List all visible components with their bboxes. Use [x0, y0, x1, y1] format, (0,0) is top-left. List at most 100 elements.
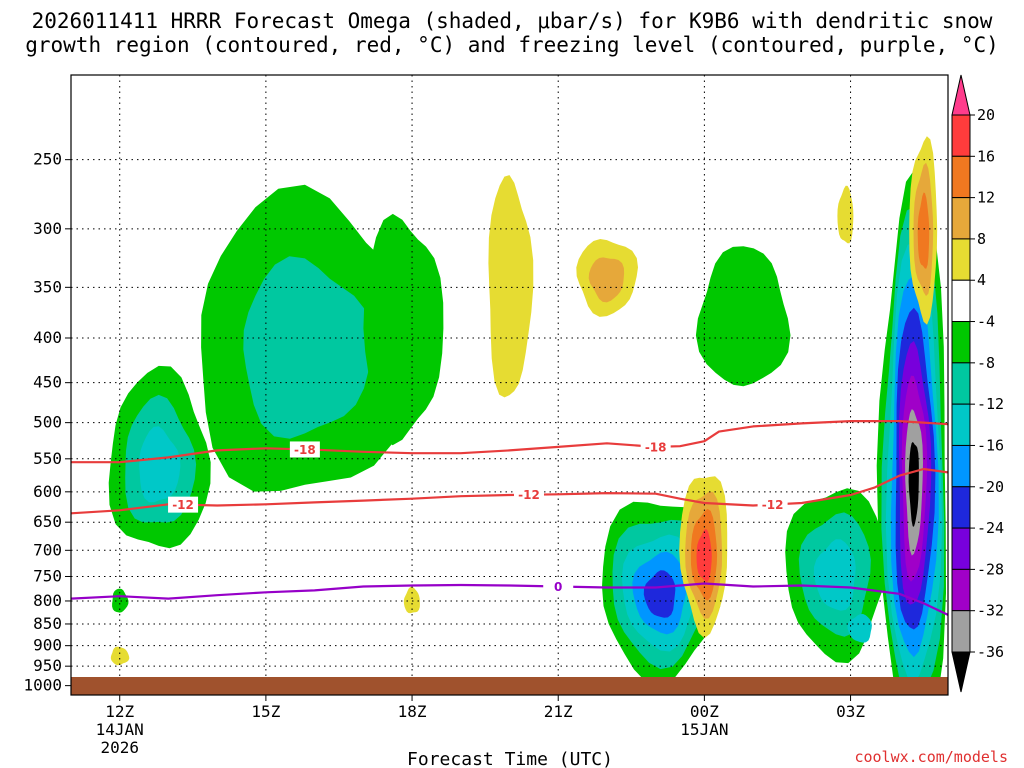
- y-tick-label: 550: [33, 449, 62, 468]
- x-tick-label: 18Z: [398, 702, 427, 721]
- omega-shading: [108, 136, 946, 695]
- colorbar-label: -36: [977, 643, 1004, 661]
- y-tick-label: 850: [33, 614, 62, 633]
- colorbar-label: 12: [977, 189, 995, 207]
- omega-contour-fill: [696, 529, 712, 583]
- colorbar-label: -8: [977, 354, 995, 372]
- colorbar-label: 8: [977, 230, 986, 248]
- colorbar-top-arrow: [951, 74, 971, 116]
- isotherm-label-bg: [757, 496, 788, 513]
- x-tick-label: 15JAN: [680, 720, 728, 739]
- isotherm-line--18: [71, 420, 948, 464]
- omega-contour-fill: [139, 426, 181, 503]
- isotherm-label: -12: [762, 498, 784, 512]
- y-tick-label: 500: [33, 413, 62, 432]
- isotherm-label-bg: [513, 486, 544, 503]
- y-tick-label: 350: [33, 277, 62, 296]
- ground-surface: [71, 677, 948, 695]
- isotherm-label-bg: [640, 438, 671, 455]
- omega-feature-ascent-core-8: [695, 246, 791, 387]
- omega-contour-fill: [243, 256, 372, 439]
- colorbar-bin: [951, 197, 971, 240]
- isotherm-line--12: [71, 467, 948, 515]
- omega-contour-fill: [908, 441, 919, 527]
- omega-contour-fill: [917, 192, 930, 269]
- colorbar-bin: [951, 238, 971, 281]
- colorbar-bin: [951, 114, 971, 157]
- omega-contour-fill: [488, 175, 534, 398]
- y-tick-label: 700: [33, 540, 62, 559]
- isotherm-label-bg: [289, 441, 320, 458]
- y-tick-label: 250: [33, 150, 62, 169]
- colorbar-label: -20: [977, 478, 1004, 496]
- omega-contour-fill: [588, 257, 625, 303]
- omega-contour-fill: [695, 246, 791, 387]
- omega-feature-subsidence-2: [576, 239, 638, 317]
- isotherm-label: -12: [518, 488, 540, 502]
- colorbar: 20 16 12 8 4 -4 -8 -12 -16 -20 -24 -28 -32 -36: [951, 74, 1004, 693]
- x-axis-title: Forecast Time (UTC): [407, 749, 613, 768]
- omega-feature-subsidence-6: [403, 586, 420, 614]
- omega-feature-subsidence-3: [679, 476, 728, 639]
- omega-feature-ascent-core-6: [847, 614, 872, 643]
- colorbar-label: -28: [977, 560, 1004, 578]
- x-tick-label: 15Z: [251, 702, 280, 721]
- colorbar-label: -16: [977, 436, 1004, 454]
- colorbar-label: -24: [977, 519, 1004, 537]
- x-tick-label: 12Z: [105, 702, 134, 721]
- colorbar-label: -32: [977, 602, 1004, 620]
- y-tick-label: 400: [33, 328, 62, 347]
- omega-contour-fill: [643, 570, 676, 618]
- x-tick-label: 03Z: [836, 702, 865, 721]
- y-tick-label: 900: [33, 636, 62, 655]
- source-credit: coolwx.com/models: [854, 748, 1008, 766]
- y-tick-label: 1000: [23, 676, 62, 695]
- x-tick-label: 14JAN: [96, 720, 144, 739]
- colorbar-label: 4: [977, 271, 986, 289]
- colorbar-bin: [951, 568, 971, 612]
- omega-feature-subsidence-7: [110, 646, 130, 666]
- colorbar-bin: [951, 362, 971, 405]
- isotherm-label: -12: [172, 498, 194, 512]
- omega-contour-fill: [112, 588, 129, 613]
- colorbar-bin: [951, 279, 971, 323]
- colorbar-bin: [951, 610, 971, 653]
- omega-contour-fill: [403, 586, 420, 614]
- colorbar-bin: [951, 444, 971, 488]
- colorbar-label: -4: [977, 313, 995, 331]
- x-tick-label: 21Z: [544, 702, 573, 721]
- y-tick-label: 800: [33, 591, 62, 610]
- omega-feature-ascent-core-3: [363, 213, 444, 446]
- y-tick-label: 450: [33, 373, 62, 392]
- isotherm-line-0: [71, 582, 948, 616]
- y-axis: 250 300 350 400 450 500 550 600 650 700 750 800 850 9…: [23, 150, 71, 695]
- isotherm-label: -18: [645, 440, 667, 454]
- y-tick-label: 300: [33, 219, 62, 238]
- omega-feature-subsidence-1: [488, 175, 534, 398]
- x-tick-label: 00Z: [690, 702, 719, 721]
- colorbar-bin: [951, 403, 971, 446]
- colorbar-label: -12: [977, 395, 1004, 413]
- colorbar-bin: [951, 321, 971, 364]
- colorbar-bin: [951, 486, 971, 529]
- colorbar-label: 20: [977, 106, 995, 124]
- omega-contour-fill: [847, 614, 872, 643]
- x-tick-label: 2026: [100, 738, 139, 757]
- plot-frame: [70, 74, 949, 696]
- y-tick-label: 650: [33, 512, 62, 531]
- chart-title-line-2: growth region (contoured, red, °C) and f…: [25, 33, 999, 57]
- colorbar-bottom-arrow: [951, 651, 971, 693]
- gridlines: [71, 75, 948, 677]
- omega-feature-subsidence-4: [909, 136, 938, 325]
- y-tick-label: 600: [33, 482, 62, 501]
- omega-feature-ascent-core-9: [112, 588, 129, 613]
- y-tick-label: 750: [33, 566, 62, 585]
- isotherm-label-bg: [168, 496, 199, 513]
- omega-contour-fill: [813, 539, 856, 611]
- omega-feature-ascent-core-2: [201, 184, 422, 492]
- colorbar-bin: [951, 527, 971, 570]
- y-tick-label: 950: [33, 656, 62, 675]
- colorbar-bin: [951, 155, 971, 199]
